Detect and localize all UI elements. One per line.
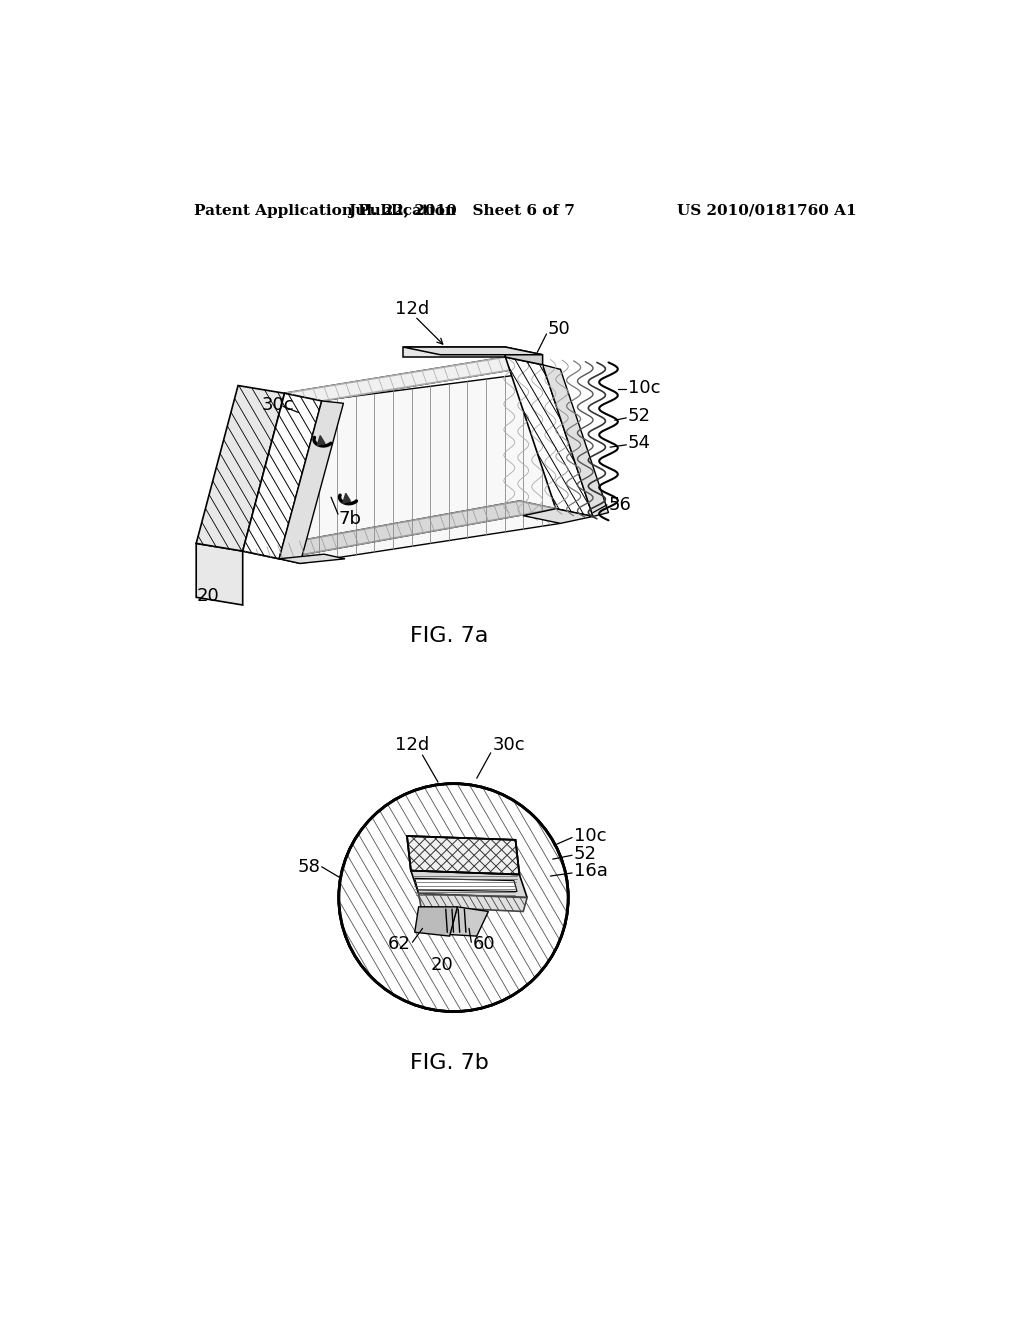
Polygon shape bbox=[411, 871, 527, 898]
Polygon shape bbox=[243, 393, 322, 558]
Polygon shape bbox=[506, 347, 543, 364]
Text: 56: 56 bbox=[608, 496, 632, 513]
Polygon shape bbox=[543, 364, 608, 516]
Text: 10c: 10c bbox=[628, 379, 660, 397]
Text: FIG. 7a: FIG. 7a bbox=[411, 626, 488, 645]
Polygon shape bbox=[339, 784, 568, 1011]
Text: Patent Application Publication: Patent Application Publication bbox=[194, 203, 456, 218]
Text: 50: 50 bbox=[548, 321, 570, 338]
Circle shape bbox=[339, 784, 568, 1011]
Text: US 2010/0181760 A1: US 2010/0181760 A1 bbox=[677, 203, 856, 218]
Text: 20: 20 bbox=[430, 957, 453, 974]
Polygon shape bbox=[403, 347, 506, 358]
Polygon shape bbox=[415, 907, 458, 936]
Polygon shape bbox=[403, 347, 543, 355]
Text: 20: 20 bbox=[197, 587, 219, 605]
Polygon shape bbox=[243, 502, 556, 558]
Text: 30c: 30c bbox=[262, 396, 295, 413]
Polygon shape bbox=[407, 836, 519, 874]
Text: 10c: 10c bbox=[573, 828, 606, 845]
Text: 7b: 7b bbox=[339, 510, 361, 528]
Polygon shape bbox=[285, 358, 543, 401]
Polygon shape bbox=[506, 358, 593, 516]
Polygon shape bbox=[243, 502, 556, 558]
Polygon shape bbox=[415, 878, 517, 891]
Polygon shape bbox=[523, 508, 593, 524]
Polygon shape bbox=[343, 494, 350, 503]
Text: 60: 60 bbox=[473, 935, 496, 953]
Text: 30c: 30c bbox=[493, 737, 525, 754]
Text: 62: 62 bbox=[388, 935, 411, 953]
Polygon shape bbox=[450, 907, 488, 936]
Text: 16a: 16a bbox=[573, 862, 607, 880]
Polygon shape bbox=[280, 401, 343, 564]
Text: 12d: 12d bbox=[395, 300, 430, 318]
Polygon shape bbox=[300, 370, 560, 564]
Polygon shape bbox=[197, 544, 243, 605]
Polygon shape bbox=[317, 436, 325, 446]
Text: 54: 54 bbox=[628, 434, 651, 453]
Text: 52: 52 bbox=[573, 845, 597, 863]
Polygon shape bbox=[280, 554, 345, 564]
Text: 52: 52 bbox=[628, 408, 651, 425]
Polygon shape bbox=[285, 358, 543, 401]
Text: 12d: 12d bbox=[395, 737, 430, 754]
Text: FIG. 7b: FIG. 7b bbox=[411, 1053, 489, 1073]
Polygon shape bbox=[419, 894, 527, 911]
Polygon shape bbox=[197, 385, 285, 552]
Text: 58: 58 bbox=[297, 858, 321, 875]
Text: Jul. 22, 2010   Sheet 6 of 7: Jul. 22, 2010 Sheet 6 of 7 bbox=[348, 203, 574, 218]
